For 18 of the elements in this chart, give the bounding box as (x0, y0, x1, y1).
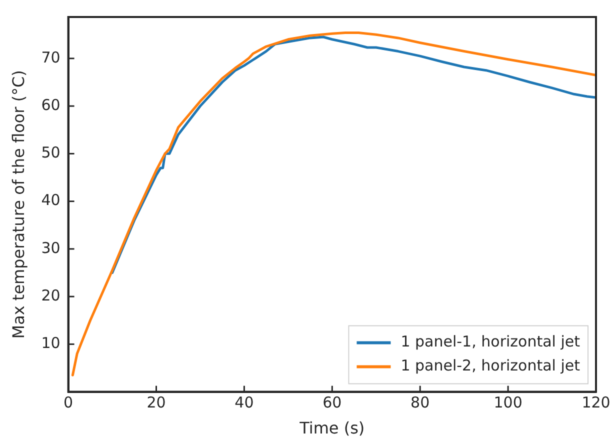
y-tick-label: 40 (41, 191, 60, 210)
x-tick-label: 60 (322, 394, 342, 412)
x-axis-title: Time (s) (298, 418, 365, 438)
y-tick-label: 50 (41, 144, 60, 162)
y-tick-label: 30 (41, 238, 60, 257)
x-tick-label: 120 (582, 394, 610, 412)
x-tick-label: 0 (64, 394, 74, 412)
y-tick-label: 70 (41, 48, 60, 66)
y-tick-label: 20 (41, 286, 60, 304)
y-tick-label: 60 (41, 96, 60, 114)
legend-label: 1 panel-2, horizontal jet (400, 356, 580, 375)
x-tick-label: 80 (410, 394, 430, 412)
y-axis-title: Max temperature of the floor (°C) (8, 70, 28, 339)
x-tick-label: 20 (146, 394, 166, 412)
y-tick-label: 10 (41, 334, 60, 352)
x-tick-label: 100 (494, 394, 522, 412)
x-tick-label: 40 (234, 394, 254, 412)
legend-label: 1 panel-1, horizontal jet (400, 332, 580, 351)
